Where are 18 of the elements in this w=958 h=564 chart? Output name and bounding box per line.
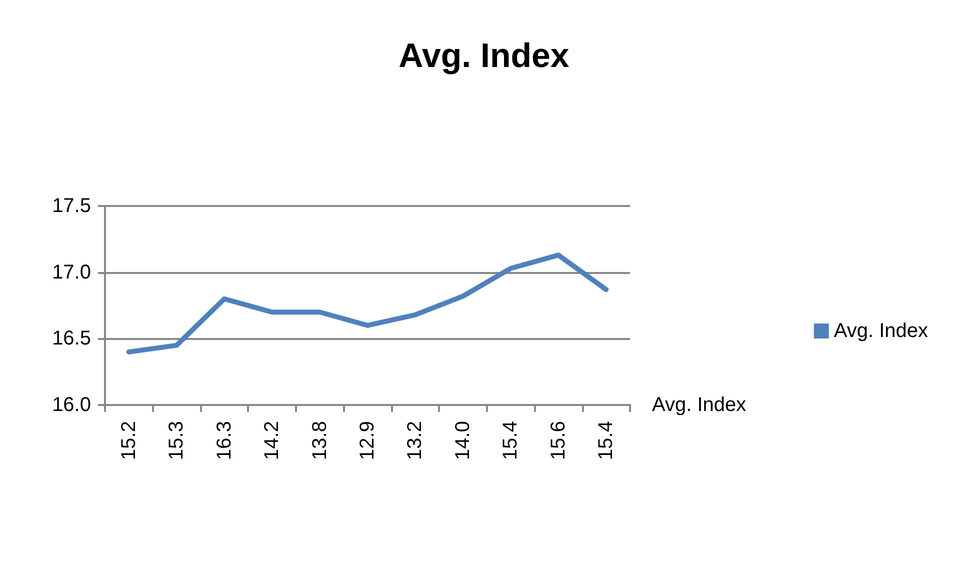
- chart-title: Avg. Index: [398, 37, 570, 75]
- x-tick-label: 12.9: [356, 421, 378, 460]
- x-tick-label: 16.3: [213, 421, 236, 460]
- x-tick-label: 15.3: [166, 421, 188, 460]
- x-tick-label: 15.2: [118, 421, 140, 460]
- x-tick-label: 13.8: [308, 421, 331, 460]
- x-tick-label: 14.0: [452, 421, 474, 460]
- y-tick-label: 17.5: [52, 195, 91, 217]
- x-tick-label: 13.2: [404, 421, 426, 460]
- x-tick-label: 15.4: [500, 421, 522, 460]
- x-tick-label: 15.6: [547, 421, 570, 460]
- x-tick-label: 15.4: [595, 421, 618, 460]
- legend-label: Avg. Index: [834, 320, 928, 342]
- y-tick-label: 17.0: [52, 261, 91, 284]
- x-tick-label: 14.2: [261, 421, 284, 460]
- y-tick-label: 16.5: [52, 328, 91, 350]
- y-tick-label: 16.0: [52, 394, 91, 416]
- text: Avg. Index: [652, 394, 746, 416]
